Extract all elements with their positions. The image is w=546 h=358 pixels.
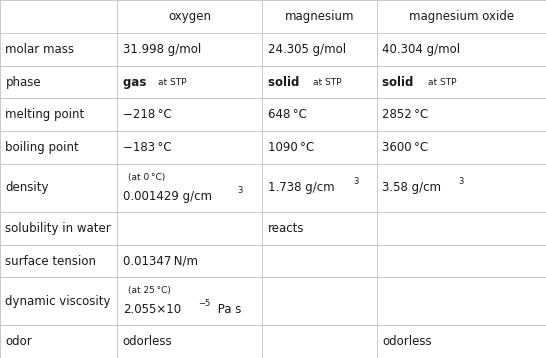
Text: 24.305 g/mol: 24.305 g/mol xyxy=(268,43,346,56)
Text: (at 25 °C): (at 25 °C) xyxy=(128,286,171,295)
Text: 1090 °C: 1090 °C xyxy=(268,141,314,154)
Text: oxygen: oxygen xyxy=(168,10,211,23)
Text: −5: −5 xyxy=(198,299,210,308)
Text: density: density xyxy=(5,182,49,194)
Text: solid: solid xyxy=(382,76,418,88)
Text: 0.01347 N/m: 0.01347 N/m xyxy=(123,255,198,267)
Text: boiling point: boiling point xyxy=(5,141,79,154)
Text: magnesium oxide: magnesium oxide xyxy=(409,10,514,23)
Text: Pa s: Pa s xyxy=(213,304,241,316)
Text: odorless: odorless xyxy=(382,335,432,348)
Text: (at 0 °C): (at 0 °C) xyxy=(128,173,165,182)
Text: dynamic viscosity: dynamic viscosity xyxy=(5,295,111,308)
Text: 1.738 g/cm: 1.738 g/cm xyxy=(268,182,334,194)
Text: at STP: at STP xyxy=(428,78,456,87)
Text: solid: solid xyxy=(268,76,303,88)
Text: surface tension: surface tension xyxy=(5,255,97,267)
Text: magnesium: magnesium xyxy=(284,10,354,23)
Text: −218 °C: −218 °C xyxy=(123,108,171,121)
Text: odor: odor xyxy=(5,335,32,348)
Text: reacts: reacts xyxy=(268,222,304,235)
Text: 3.58 g/cm: 3.58 g/cm xyxy=(382,182,441,194)
Text: −183 °C: −183 °C xyxy=(123,141,171,154)
Text: 3: 3 xyxy=(238,185,243,195)
Text: 2852 °C: 2852 °C xyxy=(382,108,429,121)
Text: melting point: melting point xyxy=(5,108,85,121)
Text: odorless: odorless xyxy=(123,335,173,348)
Text: 3600 °C: 3600 °C xyxy=(382,141,428,154)
Text: 2.055×10: 2.055×10 xyxy=(123,304,181,316)
Text: at STP: at STP xyxy=(313,78,342,87)
Text: gas: gas xyxy=(123,76,150,88)
Text: 648 °C: 648 °C xyxy=(268,108,306,121)
Text: at STP: at STP xyxy=(158,78,187,87)
Text: 40.304 g/mol: 40.304 g/mol xyxy=(382,43,460,56)
Text: 3: 3 xyxy=(353,177,359,186)
Text: phase: phase xyxy=(5,76,41,88)
Text: 31.998 g/mol: 31.998 g/mol xyxy=(123,43,201,56)
Text: 3: 3 xyxy=(458,177,464,186)
Text: 0.001429 g/cm: 0.001429 g/cm xyxy=(123,190,212,203)
Text: solubility in water: solubility in water xyxy=(5,222,111,235)
Text: molar mass: molar mass xyxy=(5,43,74,56)
